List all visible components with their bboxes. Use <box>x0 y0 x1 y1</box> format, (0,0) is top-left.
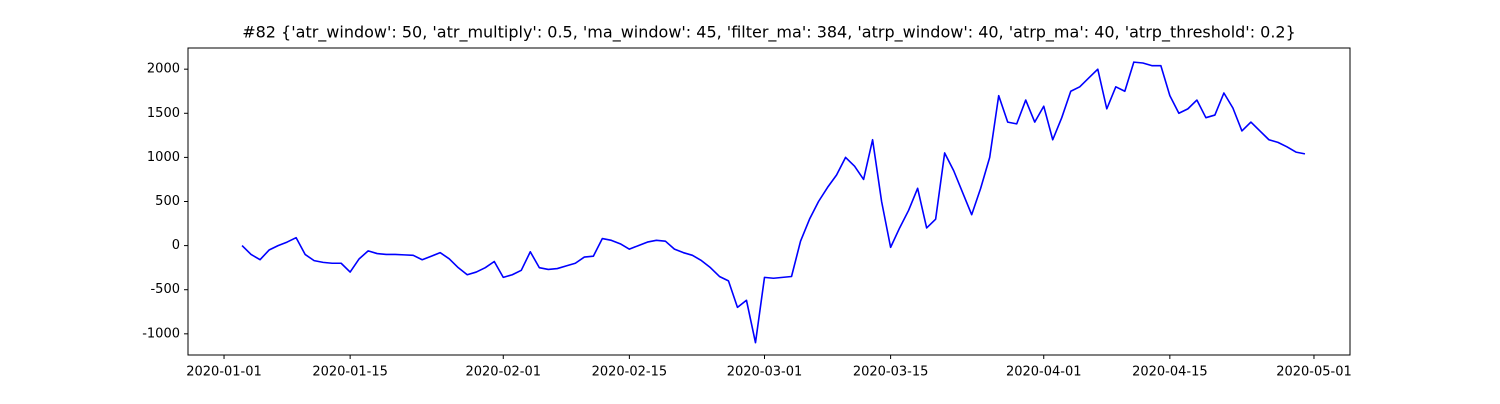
line <box>241 61 1306 344</box>
chart-title: #82 {'atr_window': 50, 'atr_multiply': 0… <box>242 23 1296 43</box>
y-tick-label: 2000 <box>147 62 180 77</box>
x-tick-label: 2020-04-01 <box>1006 365 1082 380</box>
x-tick-label: 2020-02-15 <box>592 365 668 380</box>
y-tick-label: 1500 <box>147 106 180 121</box>
y-tick-label: 0 <box>172 238 180 253</box>
x-tick-label: 2020-05-01 <box>1276 365 1352 380</box>
plot-frame <box>187 47 1351 356</box>
x-tick-label: 2020-03-15 <box>853 365 929 380</box>
x-tick-label: 2020-02-01 <box>465 365 541 380</box>
x-tick-label: 2020-04-15 <box>1132 365 1208 380</box>
y-tick-label: -1000 <box>142 326 180 341</box>
x-tick-label: 2020-01-01 <box>186 365 262 380</box>
y-tick-label: -500 <box>150 282 180 297</box>
y-tick-label: 500 <box>155 194 180 209</box>
y-tick-label: 1000 <box>147 150 180 165</box>
x-tick-label: 2020-03-01 <box>727 365 803 380</box>
x-tick-label: 2020-01-15 <box>312 365 388 380</box>
